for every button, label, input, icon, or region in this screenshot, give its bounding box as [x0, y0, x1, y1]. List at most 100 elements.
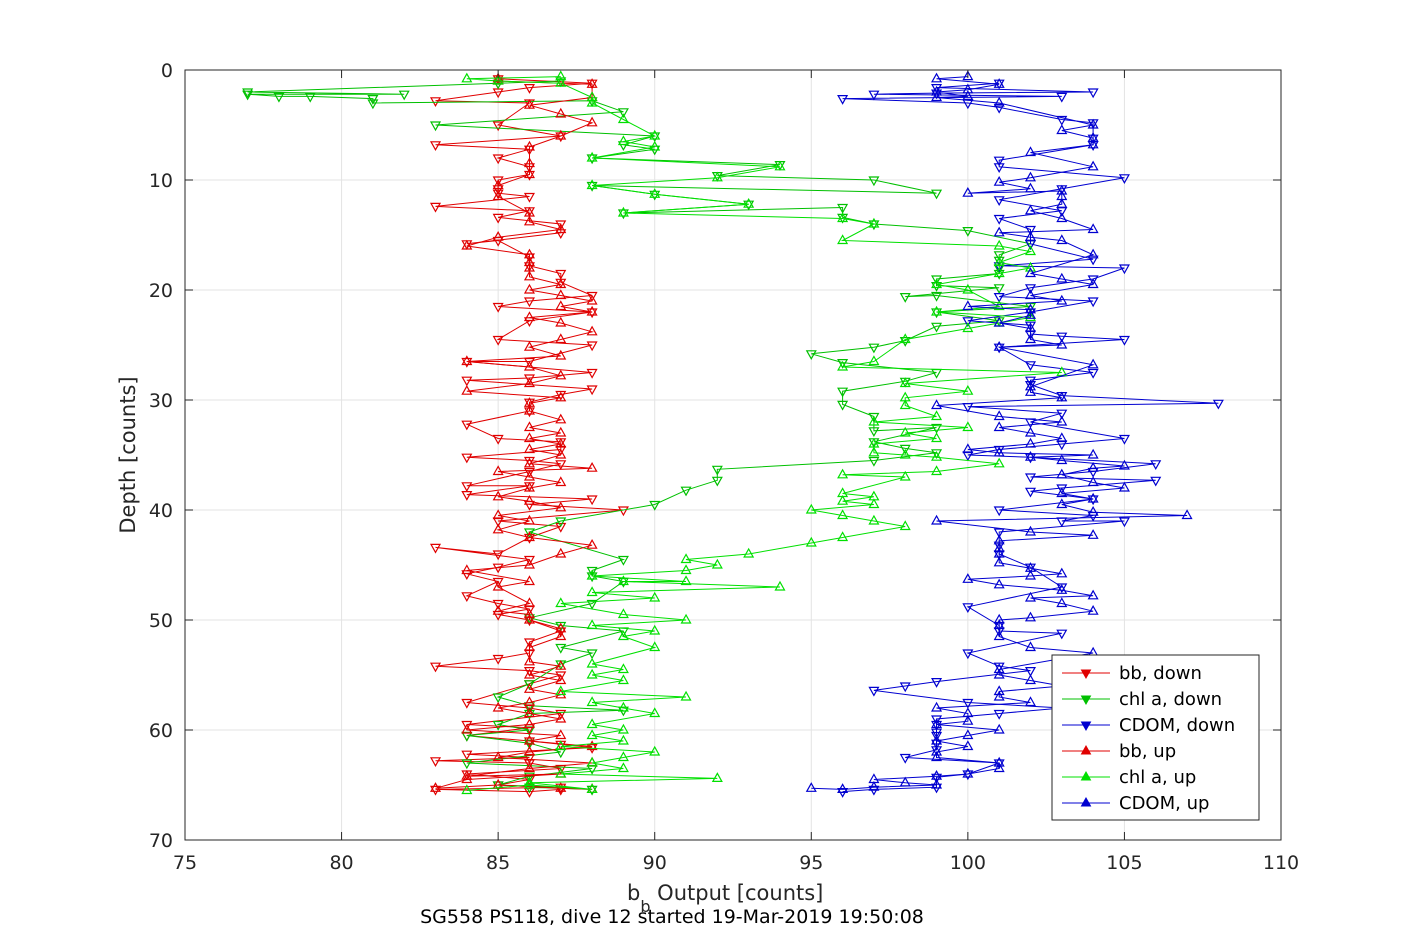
plot-frame [184, 69, 1282, 841]
legend-marker [1080, 721, 1092, 732]
data-point [1087, 248, 1099, 259]
legend-marker [1080, 744, 1092, 755]
data-point [555, 269, 567, 280]
data-point [586, 785, 598, 796]
data-point [868, 437, 880, 448]
data-point [931, 410, 943, 421]
data-point [523, 98, 535, 109]
data-point [1087, 476, 1099, 487]
data-point [523, 555, 535, 566]
data-point [461, 482, 473, 493]
data-point [1024, 261, 1037, 272]
x-tick-label: 110 [1263, 852, 1299, 874]
data-point [931, 308, 943, 319]
data-point [461, 698, 473, 709]
data-point [868, 343, 880, 354]
data-point [1118, 517, 1130, 528]
data-point [523, 528, 535, 539]
data-point [555, 547, 567, 558]
series-line [842, 82, 1219, 793]
data-point [555, 685, 567, 696]
data-point [586, 325, 598, 336]
data-point [962, 186, 974, 197]
data-point [586, 116, 598, 127]
data-point [868, 415, 880, 426]
data-point [649, 745, 661, 756]
data-point [931, 91, 943, 102]
data-point [523, 558, 535, 569]
data-point [931, 773, 943, 784]
data-point [993, 163, 1005, 174]
data-point [1024, 426, 1037, 437]
data-point [523, 759, 535, 770]
legend-label: chl a, down [1119, 689, 1222, 710]
data-point [617, 575, 629, 586]
data-point [868, 490, 880, 501]
data-point [931, 305, 943, 316]
data-point [555, 643, 567, 654]
data-point [617, 630, 629, 641]
data-point [586, 181, 598, 192]
data-point [1056, 391, 1068, 402]
data-point [962, 90, 974, 101]
data-point [492, 701, 504, 712]
data-point [931, 399, 943, 410]
data-point [555, 740, 567, 751]
data-point [461, 784, 473, 795]
data-point [1118, 264, 1130, 275]
data-point [993, 175, 1005, 186]
data-point [1024, 525, 1037, 536]
data-point [523, 772, 535, 783]
legend-label: CDOM, down [1119, 715, 1235, 736]
data-point [555, 390, 567, 401]
data-point [1024, 204, 1037, 215]
data-point [1024, 311, 1037, 322]
data-point [461, 420, 473, 431]
data-point [586, 696, 598, 707]
data-point [931, 89, 943, 100]
data-point [1056, 432, 1068, 443]
data-point [711, 476, 723, 487]
data-point [1024, 473, 1037, 484]
data-point [586, 461, 598, 472]
data-point [523, 718, 535, 729]
data-point [680, 564, 692, 575]
data-point [899, 470, 911, 481]
data-point [993, 343, 1005, 354]
x-tick-label: 85 [486, 852, 510, 874]
data-point [492, 580, 504, 591]
legend-entries: bb, down chl a, down CDOM, down bb, up chl a… [1062, 663, 1235, 814]
data-point [1087, 529, 1099, 539]
data-point [774, 160, 786, 171]
data-point [617, 608, 629, 619]
data-point [617, 762, 629, 773]
data-point [931, 731, 943, 742]
data-point [492, 720, 504, 731]
data-point [1024, 146, 1037, 157]
data-point [1087, 495, 1099, 506]
data-point [492, 179, 504, 190]
data-point [555, 426, 567, 437]
data-point [649, 624, 661, 635]
data-point [492, 230, 504, 241]
data-point [586, 668, 598, 679]
data-point [555, 369, 567, 380]
data-point [586, 385, 598, 396]
data-point [555, 630, 567, 641]
data-point [523, 397, 535, 407]
data-point [962, 649, 974, 660]
data-point [868, 355, 880, 366]
data-point [868, 176, 880, 187]
data-point [962, 317, 974, 328]
data-point [680, 553, 692, 564]
data-point [617, 209, 629, 220]
data-point [586, 729, 598, 740]
data-point [523, 641, 535, 652]
data-point [523, 206, 535, 217]
data-point [617, 734, 629, 745]
data-point [492, 121, 504, 132]
data-point [1056, 583, 1068, 594]
data-point [461, 72, 473, 83]
data-point [304, 92, 316, 103]
data-point [492, 335, 504, 346]
